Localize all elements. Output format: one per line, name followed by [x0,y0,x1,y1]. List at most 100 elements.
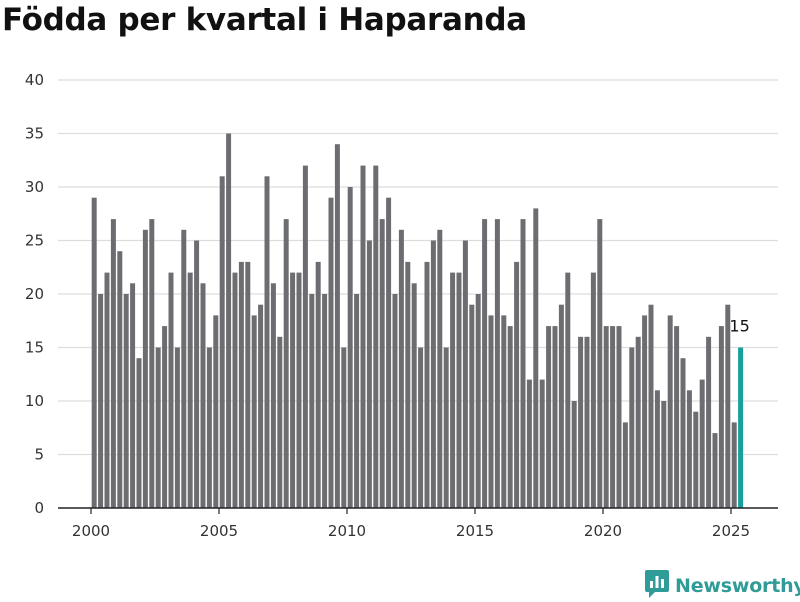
highlight-label: 15 [729,317,749,336]
bar [706,336,712,508]
y-tick-label: 10 [25,392,44,410]
bar [98,294,104,508]
bar [494,219,500,508]
bar [584,336,590,508]
y-tick-label: 0 [34,499,44,517]
bar [680,358,686,508]
bar [354,294,360,508]
x-tick-label: 2015 [456,522,494,540]
y-tick-label: 35 [25,125,44,143]
x-tick-label: 2000 [72,522,110,540]
bar [725,304,731,508]
y-axis-ticks: 0 5 10 15 20 25 30 35 40 [25,71,44,517]
bar [718,326,724,508]
bar [155,347,161,508]
bar [622,422,628,508]
bar [123,294,129,508]
bar [603,326,609,508]
bar [290,272,296,508]
bar [629,347,635,508]
y-tick-label: 15 [25,339,44,357]
bar [181,229,187,509]
bar [699,379,705,508]
bar [302,165,308,508]
bar [469,304,475,508]
bar [334,144,340,508]
bar [226,133,232,508]
bar [411,283,417,508]
bar [258,304,264,508]
bar [347,187,353,508]
bar [296,272,302,508]
bar [309,294,315,508]
bar [130,283,136,508]
y-tick-label: 40 [25,71,44,89]
bar [514,261,520,508]
bar [430,240,436,508]
bar [238,261,244,508]
bar [571,401,577,508]
x-tick-label: 2010 [328,522,366,540]
bar [610,326,616,508]
bar [462,240,468,508]
y-tick-label: 25 [25,232,44,250]
bar [590,272,596,508]
x-tick-label: 2025 [712,522,750,540]
bar [418,347,424,508]
bar [405,261,411,508]
bar [731,422,737,508]
bar [264,176,270,509]
bar [526,379,532,508]
bar [91,197,97,508]
bar [456,272,462,508]
newsworthy-logo-icon [645,570,669,602]
bar [501,315,507,508]
bar [635,336,641,508]
bar [616,326,622,508]
bar [373,165,379,508]
bar [539,379,545,508]
bar [443,347,449,508]
bar [142,229,148,509]
bar [149,219,155,508]
bar [328,197,334,508]
bar [693,411,699,508]
bar [360,165,366,508]
bar [686,390,692,508]
bar [488,315,494,508]
bar [136,358,142,508]
bar [674,326,680,508]
newsworthy-brand-name: Newsworthy [675,575,800,597]
x-axis: 2000 2005 2010 2015 2020 2025 [58,507,778,540]
bar [277,336,283,508]
bar [450,272,456,508]
x-tick-label: 2005 [200,522,238,540]
bar [552,326,558,508]
bar [667,315,673,508]
bar [206,347,212,508]
bar [386,197,392,508]
bar [104,272,110,508]
y-tick-label: 5 [34,446,44,464]
bar [270,283,276,508]
y-tick-label: 30 [25,178,44,196]
bar [366,240,372,508]
bar [533,208,539,508]
newsworthy-logo[interactable]: Newsworthy [645,570,800,602]
bar [187,272,193,508]
bar [507,326,513,508]
bar [475,294,481,508]
bar [322,294,328,508]
bar [392,294,398,508]
bar [341,347,347,508]
y-tick-label: 20 [25,285,44,303]
bar [558,304,564,508]
bar [482,219,488,508]
bar [110,219,116,508]
bar [174,347,180,508]
bar [251,315,257,508]
bar [546,326,552,508]
bar [437,229,443,509]
bar [315,261,321,508]
